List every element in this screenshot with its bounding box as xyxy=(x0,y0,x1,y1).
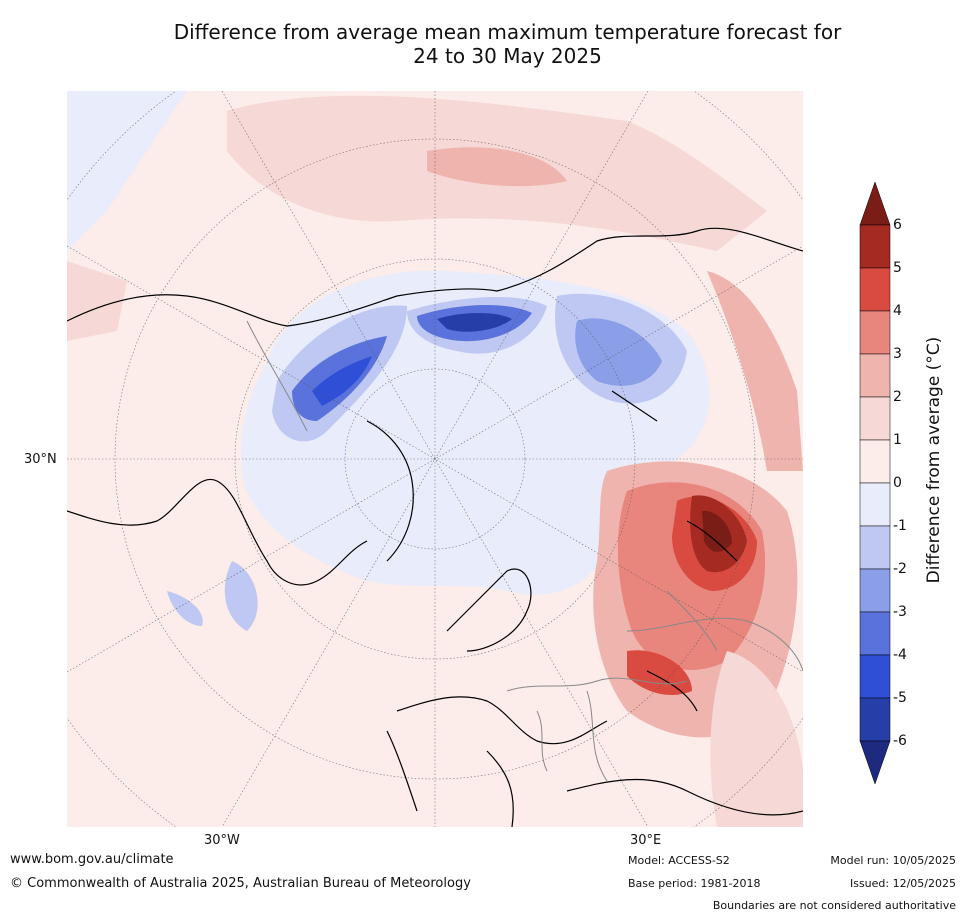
anomaly-region xyxy=(224,561,258,631)
colorbar-under-triangle xyxy=(859,740,891,785)
footer-disclaimer: Boundaries are not considered authoritat… xyxy=(712,899,956,912)
colorbar-band xyxy=(859,482,891,527)
colorbar-tick-label: 0 xyxy=(893,475,902,491)
anomaly-region xyxy=(312,356,372,406)
colorbar-band xyxy=(859,439,891,484)
colorbar xyxy=(859,181,891,785)
colorbar-tick-label: 5 xyxy=(893,260,902,276)
colorbar-tick-label: 4 xyxy=(893,303,902,319)
colorbar-tick-label: 6 xyxy=(893,217,902,233)
colorbar-band xyxy=(859,654,891,699)
colorbar-title: Difference from average (°C) xyxy=(916,250,952,670)
colorbar-over-triangle xyxy=(859,181,891,226)
colorbar-band xyxy=(859,310,891,355)
title-line-1: Difference from average mean maximum tem… xyxy=(173,20,842,44)
colorbar-band xyxy=(859,525,891,570)
footer-model: Model: ACCESS-S2 xyxy=(628,854,730,867)
colorbar-tick-label: -3 xyxy=(893,604,907,620)
footer-base-period: Base period: 1981-2018 xyxy=(628,877,761,890)
footer-issued: Issued: 12/05/2025 xyxy=(849,877,956,890)
temperature-anomaly-map xyxy=(67,91,803,827)
colorbar-tick-label: 2 xyxy=(893,389,902,405)
anomaly-region xyxy=(167,591,203,626)
footer-model-run: Model run: 10/05/2025 xyxy=(830,854,956,867)
colorbar-tick-label: 3 xyxy=(893,346,902,362)
anomaly-region xyxy=(427,147,567,187)
anomaly-region xyxy=(437,313,512,332)
colorbar-band xyxy=(859,224,891,269)
coastlines xyxy=(67,227,803,827)
title-line-2: 24 to 30 May 2025 xyxy=(413,44,602,68)
footer-copyright: © Commonwealth of Australia 2025, Austra… xyxy=(10,876,471,891)
longitude-label-30e: 30°E xyxy=(630,833,662,848)
anomaly-region xyxy=(575,318,662,386)
colorbar-band xyxy=(859,568,891,613)
footer-url: www.bom.gov.au/climate xyxy=(10,852,174,867)
anomaly-region xyxy=(67,261,127,341)
colorbar-band xyxy=(859,267,891,312)
country-borders xyxy=(246,320,803,782)
colorbar-band xyxy=(859,697,891,742)
colorbar-tick-label: -6 xyxy=(893,733,907,749)
colorbar-tick-label: -5 xyxy=(893,690,907,706)
graticule xyxy=(67,91,803,827)
colorbar-band xyxy=(859,611,891,656)
anomaly-region xyxy=(710,651,803,827)
colorbar-band xyxy=(859,353,891,398)
anomaly-region xyxy=(707,271,803,471)
anomaly-region xyxy=(67,91,187,251)
latitude-label-30n: 30°N xyxy=(24,452,57,467)
colorbar-tick-label: -4 xyxy=(893,647,907,663)
longitude-label-30w: 30°W xyxy=(204,833,240,848)
anomaly-region xyxy=(702,510,732,552)
colorbar-tick-label: 1 xyxy=(893,432,902,448)
colorbar-tick-label: -2 xyxy=(893,561,907,577)
chart-title: Difference from average mean maximum tem… xyxy=(60,20,955,68)
colorbar-title-text: Difference from average (°C) xyxy=(924,336,944,584)
colorbar-band xyxy=(859,396,891,441)
colorbar-tick-label: -1 xyxy=(893,518,907,534)
